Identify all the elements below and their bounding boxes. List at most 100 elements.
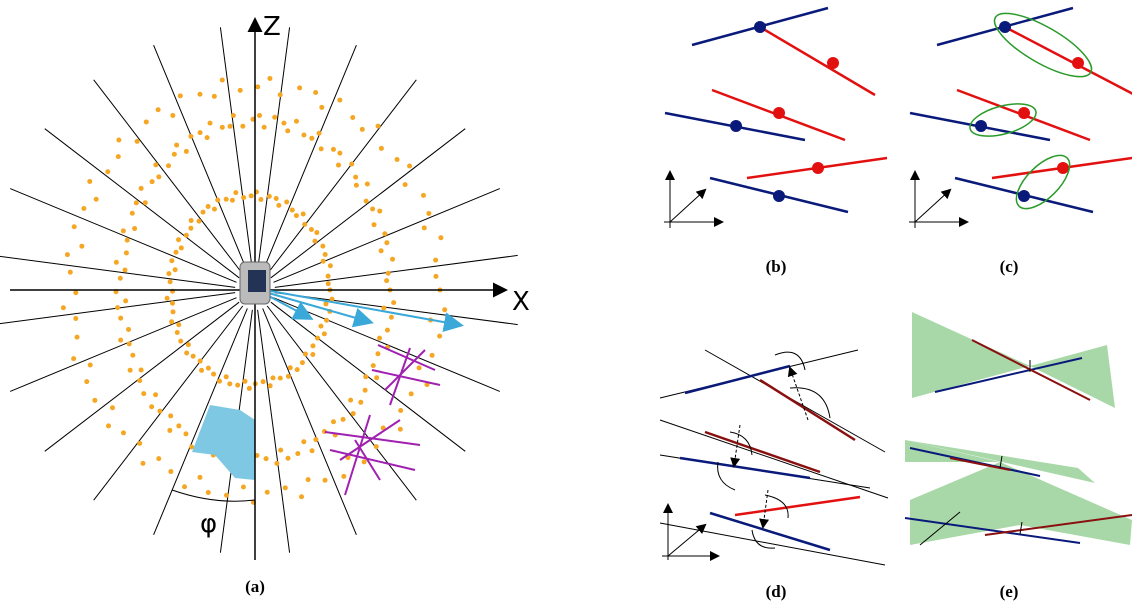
point bbox=[73, 316, 78, 321]
point bbox=[323, 252, 328, 257]
point bbox=[169, 258, 174, 263]
point bbox=[381, 305, 386, 310]
point bbox=[227, 381, 232, 386]
point bbox=[200, 210, 205, 215]
point bbox=[258, 197, 263, 202]
point bbox=[79, 244, 84, 249]
panel-c bbox=[909, 2, 1132, 228]
point bbox=[173, 267, 178, 272]
point bbox=[105, 169, 110, 174]
panel-e bbox=[905, 312, 1132, 545]
radial-line bbox=[10, 298, 236, 392]
segment-region bbox=[192, 405, 255, 480]
point bbox=[350, 115, 355, 120]
angle-arc bbox=[172, 490, 255, 501]
point bbox=[87, 179, 92, 184]
point bbox=[240, 124, 245, 129]
point bbox=[205, 135, 210, 140]
radial-line bbox=[263, 45, 357, 271]
point bbox=[116, 154, 121, 159]
radial-line bbox=[271, 129, 465, 278]
point bbox=[137, 378, 142, 383]
point bbox=[125, 238, 130, 243]
point bbox=[71, 356, 76, 361]
point bbox=[157, 409, 162, 414]
point bbox=[217, 379, 222, 384]
point bbox=[215, 198, 220, 203]
point bbox=[384, 240, 389, 245]
point bbox=[224, 493, 229, 498]
point bbox=[324, 318, 329, 323]
point bbox=[382, 231, 387, 236]
point bbox=[301, 133, 306, 138]
point bbox=[349, 162, 354, 167]
point bbox=[309, 227, 314, 232]
caption: (b) bbox=[766, 257, 787, 276]
point bbox=[156, 107, 161, 112]
point bbox=[198, 359, 203, 364]
point bbox=[230, 198, 235, 203]
point bbox=[92, 398, 97, 403]
radial-line bbox=[275, 255, 518, 287]
point bbox=[150, 179, 155, 184]
point bbox=[267, 76, 272, 81]
point bbox=[421, 193, 426, 198]
point bbox=[75, 335, 80, 340]
point bbox=[262, 125, 267, 130]
point bbox=[132, 226, 137, 231]
caption: (e) bbox=[1000, 582, 1019, 601]
point bbox=[310, 448, 315, 453]
point bbox=[197, 219, 202, 224]
point bbox=[318, 324, 323, 329]
point bbox=[179, 245, 184, 250]
point bbox=[363, 374, 368, 379]
point bbox=[336, 163, 341, 168]
point bbox=[376, 124, 381, 129]
point bbox=[135, 139, 140, 144]
point bbox=[178, 339, 183, 344]
point bbox=[184, 233, 189, 238]
point bbox=[170, 113, 175, 118]
point bbox=[72, 224, 77, 229]
point bbox=[374, 375, 379, 380]
radial-line bbox=[45, 129, 239, 278]
point bbox=[422, 225, 427, 230]
point bbox=[73, 290, 78, 295]
point bbox=[165, 296, 170, 301]
point bbox=[290, 208, 295, 213]
point bbox=[124, 250, 129, 255]
point bbox=[220, 77, 225, 82]
point bbox=[264, 456, 269, 461]
radial-line bbox=[94, 306, 243, 500]
point bbox=[140, 461, 145, 466]
figure: Z X φ (a) (b) (c) bbox=[0, 0, 1132, 605]
point bbox=[326, 274, 331, 279]
point bbox=[61, 305, 66, 310]
point bbox=[167, 428, 172, 433]
point bbox=[168, 469, 173, 474]
point bbox=[153, 392, 158, 397]
point bbox=[278, 92, 283, 97]
point bbox=[360, 127, 365, 132]
point bbox=[285, 128, 290, 133]
point bbox=[176, 322, 181, 327]
point bbox=[362, 459, 367, 464]
radial-line bbox=[154, 45, 248, 271]
point bbox=[272, 115, 277, 120]
point bbox=[176, 237, 181, 242]
point bbox=[433, 258, 438, 263]
point bbox=[176, 423, 181, 428]
point bbox=[310, 352, 315, 357]
point bbox=[130, 353, 135, 358]
point bbox=[407, 164, 412, 169]
point bbox=[128, 368, 133, 373]
point bbox=[337, 98, 342, 103]
point bbox=[331, 419, 336, 424]
point bbox=[65, 252, 70, 257]
point bbox=[171, 309, 176, 314]
point bbox=[247, 386, 252, 391]
point bbox=[188, 226, 193, 231]
point bbox=[341, 474, 346, 479]
point bbox=[391, 300, 396, 305]
point bbox=[426, 211, 431, 216]
